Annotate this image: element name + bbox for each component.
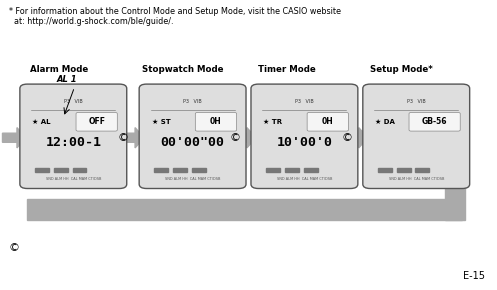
Bar (445, 164, 465, 220)
Text: GB-56: GB-56 (422, 117, 447, 126)
Text: Timer Mode: Timer Mode (258, 65, 316, 74)
Text: Alarm Mode: Alarm Mode (29, 65, 88, 74)
Bar (266, 168, 280, 172)
Polygon shape (2, 128, 26, 148)
Text: 10'00'0: 10'00'0 (276, 136, 332, 148)
Bar (173, 168, 187, 172)
FancyBboxPatch shape (307, 113, 348, 131)
Bar (73, 168, 86, 172)
FancyBboxPatch shape (139, 84, 246, 188)
Text: at: http://world.g-shock.com/ble/guide/.: at: http://world.g-shock.com/ble/guide/. (9, 17, 173, 26)
Bar (415, 168, 429, 172)
Text: ©: © (341, 133, 352, 143)
Bar (54, 168, 68, 172)
Bar (27, 199, 462, 220)
Text: SND ALM HH  CAL MAM CT/DSB: SND ALM HH CAL MAM CT/DSB (165, 177, 220, 181)
FancyBboxPatch shape (20, 84, 127, 188)
Bar (285, 168, 299, 172)
Text: P3   VIB: P3 VIB (407, 99, 425, 104)
Bar (304, 168, 318, 172)
Polygon shape (344, 128, 368, 148)
Text: ★ DA: ★ DA (375, 119, 395, 125)
Text: P3   VIB: P3 VIB (64, 99, 83, 104)
Bar (397, 168, 411, 172)
Bar (35, 168, 49, 172)
Bar (192, 168, 206, 172)
FancyBboxPatch shape (195, 113, 237, 131)
Polygon shape (120, 128, 144, 148)
Text: 0H: 0H (322, 117, 333, 126)
FancyBboxPatch shape (76, 113, 117, 131)
Text: * For information about the Control Mode and Setup Mode, visit the CASIO website: * For information about the Control Mode… (9, 7, 341, 16)
Text: OFF: OFF (88, 117, 105, 126)
Text: AL 1: AL 1 (57, 75, 78, 84)
Text: SND ALM HH  CAL MAM CT/DSB: SND ALM HH CAL MAM CT/DSB (277, 177, 332, 181)
Text: 00'00"00: 00'00"00 (161, 136, 225, 148)
Text: ★ AL: ★ AL (32, 119, 51, 125)
Text: 12:00-1: 12:00-1 (45, 136, 101, 148)
FancyBboxPatch shape (363, 84, 470, 188)
FancyBboxPatch shape (409, 113, 460, 131)
Text: 0H: 0H (210, 117, 222, 126)
Text: Stopwatch Mode: Stopwatch Mode (142, 65, 224, 74)
Text: ©: © (9, 243, 20, 253)
Text: P3   VIB: P3 VIB (295, 99, 314, 104)
Text: P3   VIB: P3 VIB (183, 99, 202, 104)
Text: SND ALM HH  CAL MAM CT/DSB: SND ALM HH CAL MAM CT/DSB (46, 177, 101, 181)
Text: ©: © (230, 133, 241, 143)
Polygon shape (232, 128, 256, 148)
Text: Setup Mode*: Setup Mode* (370, 65, 433, 74)
Text: E-15: E-15 (463, 271, 485, 281)
FancyBboxPatch shape (251, 84, 358, 188)
Text: ★ ST: ★ ST (152, 119, 170, 125)
Text: ©: © (118, 133, 129, 143)
Text: ★ TR: ★ TR (263, 119, 282, 125)
Text: SND ALM HH  CAL MAM CT/DSB: SND ALM HH CAL MAM CT/DSB (389, 177, 444, 181)
Bar (154, 168, 168, 172)
Bar (378, 168, 392, 172)
